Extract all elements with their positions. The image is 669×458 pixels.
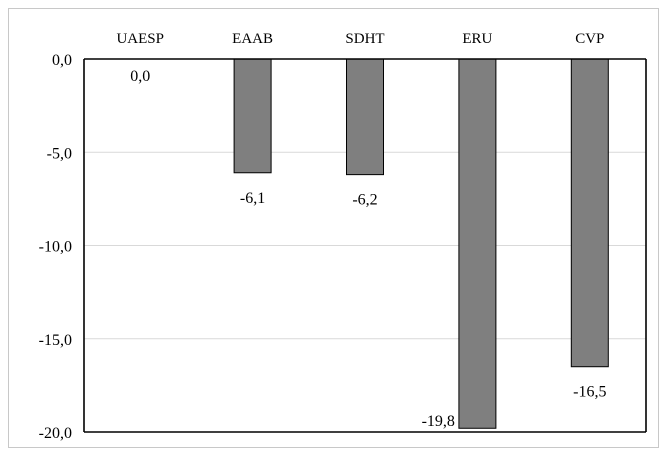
y-tick-label: -15,0 xyxy=(39,332,72,349)
data-label: -19,8 xyxy=(422,413,455,430)
chart-frame xyxy=(8,8,659,448)
data-label: -16,5 xyxy=(573,384,606,401)
y-tick-label: -20,0 xyxy=(39,425,72,442)
bar xyxy=(233,58,272,174)
x-tick-label: UAESP xyxy=(116,31,164,47)
x-tick-label: SDHT xyxy=(345,31,384,47)
y-tick-label: -5,0 xyxy=(47,145,72,162)
bar xyxy=(346,58,384,176)
bar xyxy=(570,58,609,368)
x-tick-label: CVP xyxy=(575,31,604,47)
y-tick-label: 0,0 xyxy=(52,52,72,69)
data-label: 0,0 xyxy=(130,68,150,85)
x-tick-label: EAAB xyxy=(232,31,273,47)
y-tick-label: -10,0 xyxy=(39,239,72,256)
bar xyxy=(458,58,497,429)
data-label: -6,1 xyxy=(240,190,265,207)
data-label: -6,2 xyxy=(352,192,377,209)
x-tick-label: ERU xyxy=(462,31,492,47)
